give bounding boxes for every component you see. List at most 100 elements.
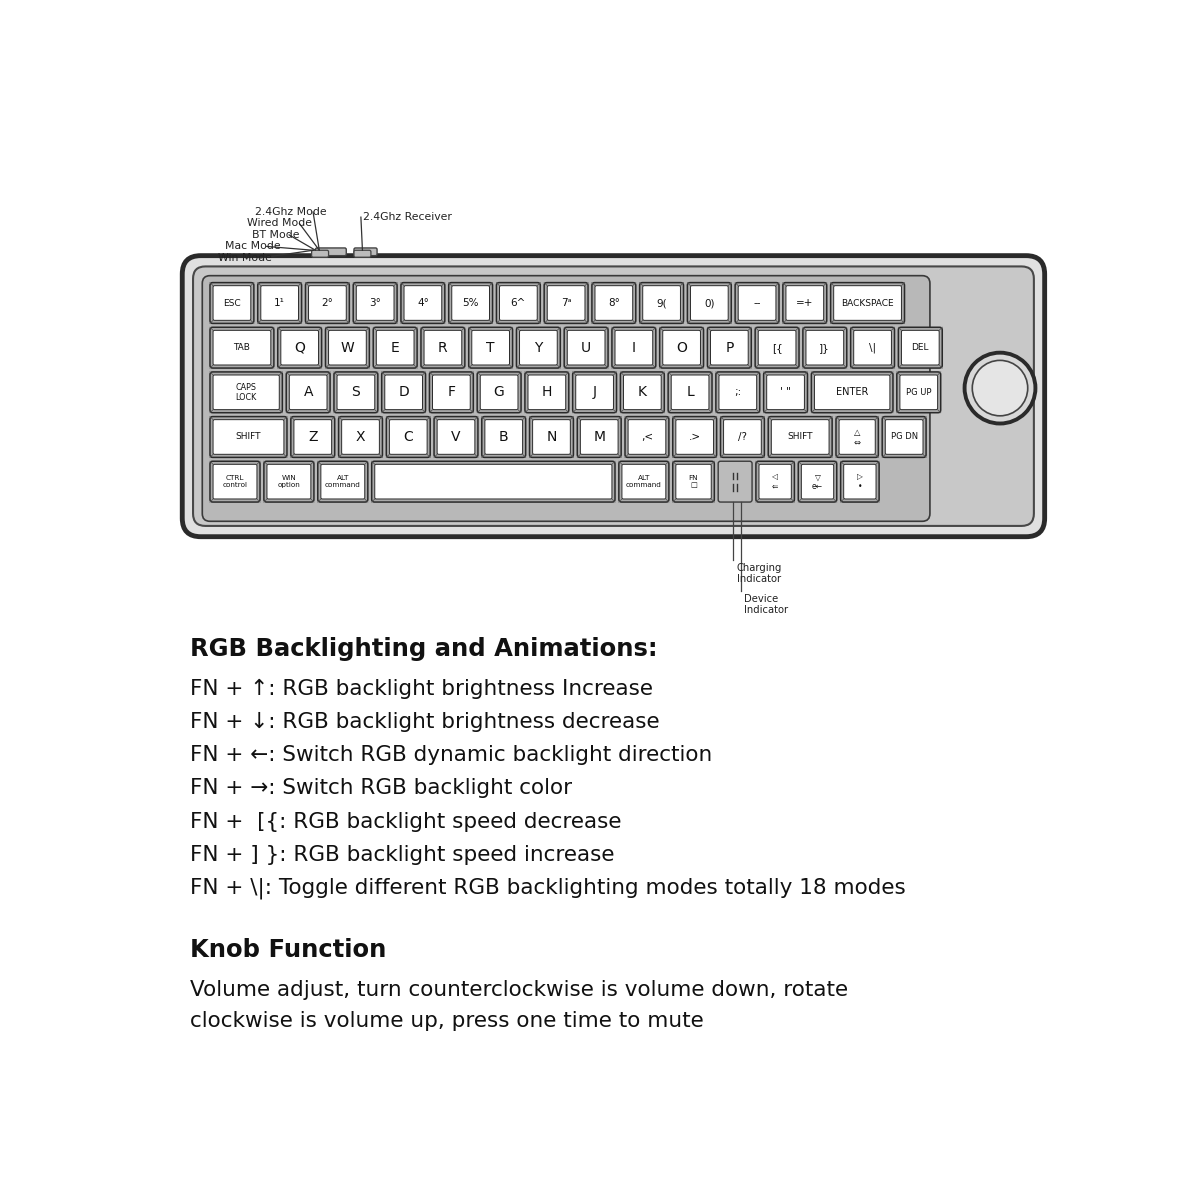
FancyBboxPatch shape (660, 328, 703, 368)
FancyBboxPatch shape (710, 330, 749, 365)
Text: B: B (499, 430, 509, 444)
Text: W: W (341, 341, 354, 355)
Text: F: F (448, 385, 455, 400)
FancyBboxPatch shape (354, 251, 371, 257)
FancyBboxPatch shape (576, 374, 613, 409)
Text: I: I (632, 341, 636, 355)
FancyBboxPatch shape (673, 461, 714, 502)
Text: FN + \|: Toggle different RGB backlighting modes totally 18 modes: FN + \|: Toggle different RGB backlighti… (190, 878, 906, 899)
Text: BACKSPACE: BACKSPACE (841, 299, 894, 307)
Text: FN + →: Switch RGB backlight color: FN + →: Switch RGB backlight color (190, 779, 572, 798)
FancyBboxPatch shape (671, 374, 709, 409)
Text: SHIFT: SHIFT (787, 432, 812, 442)
FancyBboxPatch shape (281, 330, 318, 365)
Text: Device
Indicator: Device Indicator (744, 594, 788, 616)
FancyBboxPatch shape (628, 420, 666, 455)
Text: 1¹: 1¹ (275, 298, 286, 308)
FancyBboxPatch shape (803, 328, 847, 368)
Text: CTRL
control: CTRL control (222, 475, 247, 488)
Text: G: G (493, 385, 504, 400)
FancyBboxPatch shape (896, 372, 941, 413)
FancyBboxPatch shape (528, 374, 565, 409)
FancyBboxPatch shape (841, 461, 880, 502)
Text: Volume adjust, turn counterclockwise is volume down, rotate
clockwise is volume : Volume adjust, turn counterclockwise is … (190, 980, 848, 1031)
FancyBboxPatch shape (353, 282, 397, 324)
FancyBboxPatch shape (289, 374, 328, 409)
FancyBboxPatch shape (334, 372, 378, 413)
Text: H: H (541, 385, 552, 400)
FancyBboxPatch shape (724, 420, 761, 455)
Text: ▽
e←: ▽ e← (812, 473, 823, 491)
FancyBboxPatch shape (616, 330, 653, 365)
FancyBboxPatch shape (886, 420, 923, 455)
Text: P: P (725, 341, 733, 355)
FancyBboxPatch shape (529, 416, 574, 457)
FancyBboxPatch shape (756, 461, 794, 502)
FancyBboxPatch shape (758, 330, 796, 365)
FancyBboxPatch shape (277, 328, 322, 368)
FancyBboxPatch shape (901, 330, 940, 365)
FancyBboxPatch shape (449, 282, 492, 324)
Text: 5%: 5% (462, 298, 479, 308)
FancyBboxPatch shape (472, 330, 510, 365)
FancyBboxPatch shape (738, 286, 776, 320)
Text: 6^: 6^ (511, 298, 526, 308)
FancyBboxPatch shape (786, 286, 823, 320)
Text: /?: /? (738, 432, 746, 442)
FancyBboxPatch shape (203, 276, 930, 521)
FancyBboxPatch shape (214, 420, 284, 455)
FancyBboxPatch shape (210, 328, 274, 368)
FancyBboxPatch shape (434, 416, 478, 457)
Circle shape (965, 353, 1036, 424)
FancyBboxPatch shape (264, 461, 314, 502)
FancyBboxPatch shape (210, 461, 260, 502)
FancyBboxPatch shape (354, 248, 377, 256)
Text: C: C (403, 430, 413, 444)
Text: S: S (352, 385, 360, 400)
FancyBboxPatch shape (811, 372, 893, 413)
FancyBboxPatch shape (619, 461, 668, 502)
Text: FN + ↓: RGB backlight brightness decrease: FN + ↓: RGB backlight brightness decreas… (190, 713, 660, 732)
Text: ENTER: ENTER (836, 388, 869, 397)
Text: ESC: ESC (223, 299, 241, 307)
Text: Q: Q (294, 341, 305, 355)
FancyBboxPatch shape (404, 286, 442, 320)
FancyBboxPatch shape (625, 416, 668, 457)
FancyBboxPatch shape (572, 372, 617, 413)
Text: BT Mode: BT Mode (252, 230, 300, 240)
Text: Y: Y (534, 341, 542, 355)
FancyBboxPatch shape (851, 328, 894, 368)
Text: ;:: ;: (734, 388, 742, 397)
FancyBboxPatch shape (306, 282, 349, 324)
FancyBboxPatch shape (260, 286, 299, 320)
FancyBboxPatch shape (266, 464, 311, 499)
FancyBboxPatch shape (836, 416, 878, 457)
Text: Mac Mode: Mac Mode (224, 241, 281, 252)
FancyBboxPatch shape (214, 464, 257, 499)
FancyBboxPatch shape (356, 286, 394, 320)
FancyBboxPatch shape (430, 372, 473, 413)
FancyBboxPatch shape (899, 328, 942, 368)
Text: PG UP: PG UP (906, 388, 931, 397)
FancyBboxPatch shape (662, 330, 701, 365)
FancyBboxPatch shape (214, 330, 271, 365)
FancyBboxPatch shape (844, 464, 876, 499)
FancyBboxPatch shape (424, 330, 462, 365)
Text: 3°: 3° (370, 298, 382, 308)
Text: Wired Mode: Wired Mode (247, 218, 312, 228)
FancyBboxPatch shape (581, 420, 618, 455)
FancyBboxPatch shape (595, 286, 632, 320)
FancyBboxPatch shape (592, 282, 636, 324)
FancyBboxPatch shape (772, 420, 829, 455)
FancyBboxPatch shape (469, 328, 512, 368)
Text: FN +  [{: RGB backlight speed decrease: FN + [{: RGB backlight speed decrease (190, 811, 622, 832)
Circle shape (972, 360, 1027, 416)
FancyBboxPatch shape (320, 464, 365, 499)
FancyBboxPatch shape (736, 282, 779, 324)
FancyBboxPatch shape (577, 416, 622, 457)
FancyBboxPatch shape (524, 372, 569, 413)
FancyBboxPatch shape (516, 328, 560, 368)
FancyBboxPatch shape (374, 464, 612, 499)
FancyBboxPatch shape (481, 416, 526, 457)
FancyBboxPatch shape (568, 330, 605, 365)
